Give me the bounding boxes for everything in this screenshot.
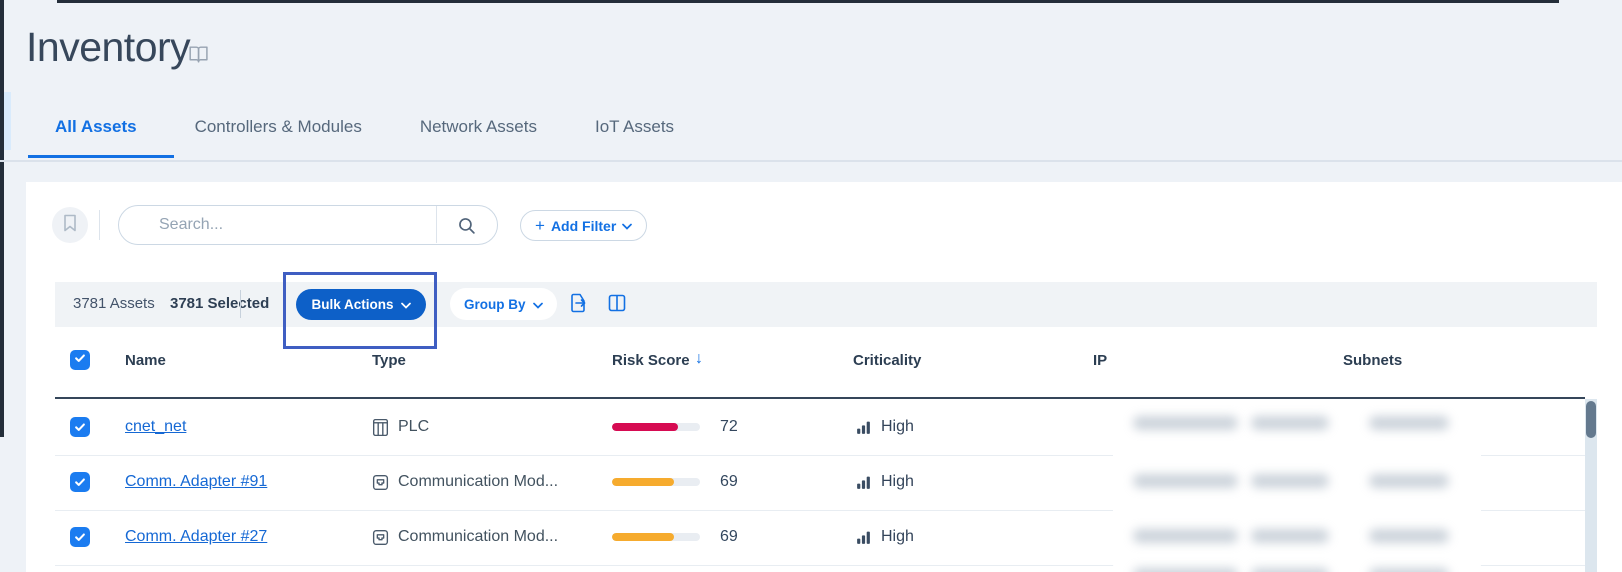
- redacted-subnet: [1369, 568, 1449, 572]
- tab-iot-assets[interactable]: IoT Assets: [594, 117, 675, 136]
- chevron-down-icon: [400, 297, 411, 312]
- column-header-name[interactable]: Name: [125, 352, 166, 369]
- divider: [240, 290, 241, 318]
- redacted-subnet: [1369, 529, 1449, 543]
- saved-filters-button[interactable]: [52, 207, 88, 243]
- row-divider: [55, 510, 1585, 511]
- bookmark-icon: [62, 213, 78, 238]
- criticality-value: High: [881, 473, 914, 490]
- asset-name-link[interactable]: cnet_net: [125, 418, 187, 435]
- redacted-ip: [1251, 416, 1329, 430]
- group-by-button[interactable]: Group By: [450, 288, 557, 320]
- communication-module-icon: [371, 528, 390, 552]
- active-tab-indicator: [28, 155, 174, 158]
- criticality-bars-icon: [855, 474, 872, 496]
- risk-score-bar-fill: [612, 478, 674, 486]
- selected-count: 3781 Selected: [170, 295, 270, 312]
- asset-type: PLC: [398, 418, 430, 435]
- check-icon: [75, 533, 85, 541]
- redacted-ip: [1133, 529, 1238, 543]
- search-box: [118, 205, 498, 245]
- risk-score-bar: [612, 533, 700, 541]
- column-header-risk-score[interactable]: Risk Score: [612, 352, 690, 369]
- asset-type: Communication Mod...: [398, 473, 559, 490]
- check-icon: [73, 351, 87, 370]
- search-icon[interactable]: [457, 216, 476, 240]
- column-header-subnets[interactable]: Subnets: [1343, 352, 1403, 369]
- risk-score-bar-fill: [612, 423, 678, 431]
- redacted-ip: [1133, 474, 1238, 488]
- search-input[interactable]: [157, 215, 431, 235]
- window-top-edge: [57, 0, 1559, 3]
- asset-type: Communication Mod...: [398, 528, 559, 545]
- asset-name-link[interactable]: Comm. Adapter #91: [125, 473, 268, 490]
- book-icon[interactable]: [186, 44, 209, 70]
- divider: [436, 206, 437, 243]
- redacted-ip: [1251, 568, 1329, 572]
- risk-score-bar-fill: [612, 533, 674, 541]
- tab-bar: All Assets Controllers & Modules Network…: [55, 117, 674, 137]
- columns-layout-icon[interactable]: [605, 291, 629, 320]
- bulk-actions-label: Bulk Actions: [311, 297, 394, 312]
- window-left-edge: [0, 0, 4, 437]
- scrollbar-thumb[interactable]: [1586, 401, 1596, 438]
- bulk-actions-button[interactable]: Bulk Actions: [296, 289, 426, 320]
- risk-score-bar: [612, 423, 700, 431]
- assets-count: 3781 Assets: [73, 295, 155, 312]
- column-header-type[interactable]: Type: [372, 352, 406, 369]
- criticality-value: High: [881, 528, 914, 545]
- sort-desc-icon[interactable]: ↓: [695, 350, 703, 367]
- risk-score-value: 69: [720, 473, 738, 490]
- risk-score-bar: [612, 478, 700, 486]
- table-header-border: [55, 397, 1585, 399]
- tab-controllers-modules[interactable]: Controllers & Modules: [194, 117, 362, 136]
- plc-icon: [370, 417, 391, 443]
- select-all-checkbox[interactable]: [70, 350, 90, 370]
- redacted-subnet: [1369, 474, 1449, 488]
- export-icon[interactable]: [566, 291, 590, 320]
- chevron-down-icon: [532, 297, 543, 312]
- criticality-bars-icon: [855, 419, 872, 441]
- redacted-subnet: [1369, 416, 1449, 430]
- column-header-ip[interactable]: IP: [1093, 352, 1108, 369]
- divider: [99, 210, 100, 240]
- group-by-label: Group By: [464, 296, 526, 312]
- row-checkbox[interactable]: [70, 472, 90, 492]
- row-checkbox[interactable]: [70, 417, 90, 437]
- redacted-ip: [1251, 529, 1329, 543]
- tab-all-assets[interactable]: All Assets: [55, 117, 137, 136]
- redacted-ip: [1133, 568, 1238, 572]
- criticality-bars-icon: [855, 529, 872, 551]
- column-header-criticality[interactable]: Criticality: [853, 352, 922, 369]
- risk-score-value: 72: [720, 418, 738, 435]
- tabstrip-divider: [0, 160, 1622, 162]
- asset-name-link[interactable]: Comm. Adapter #27: [125, 528, 268, 545]
- row-divider: [55, 455, 1585, 456]
- plus-icon: +: [535, 216, 545, 235]
- table-toolbar: [55, 282, 1597, 327]
- scrollbar-track[interactable]: [1585, 399, 1597, 572]
- redacted-columns-overlay: [1113, 403, 1481, 572]
- page-title: Inventory: [26, 24, 191, 70]
- risk-score-value: 69: [720, 528, 738, 545]
- check-icon: [75, 423, 85, 431]
- criticality-value: High: [881, 418, 914, 435]
- redacted-ip: [1251, 474, 1329, 488]
- tab-network-assets[interactable]: Network Assets: [419, 117, 537, 136]
- add-filter-button[interactable]: + Add Filter: [520, 210, 648, 241]
- add-filter-label: Add Filter: [550, 217, 617, 234]
- row-divider: [55, 565, 1585, 566]
- left-edge-highlight: [4, 92, 11, 150]
- redacted-ip: [1133, 416, 1238, 430]
- communication-module-icon: [371, 473, 390, 497]
- chevron-down-icon: [622, 218, 633, 233]
- check-icon: [75, 478, 85, 486]
- row-checkbox[interactable]: [70, 527, 90, 547]
